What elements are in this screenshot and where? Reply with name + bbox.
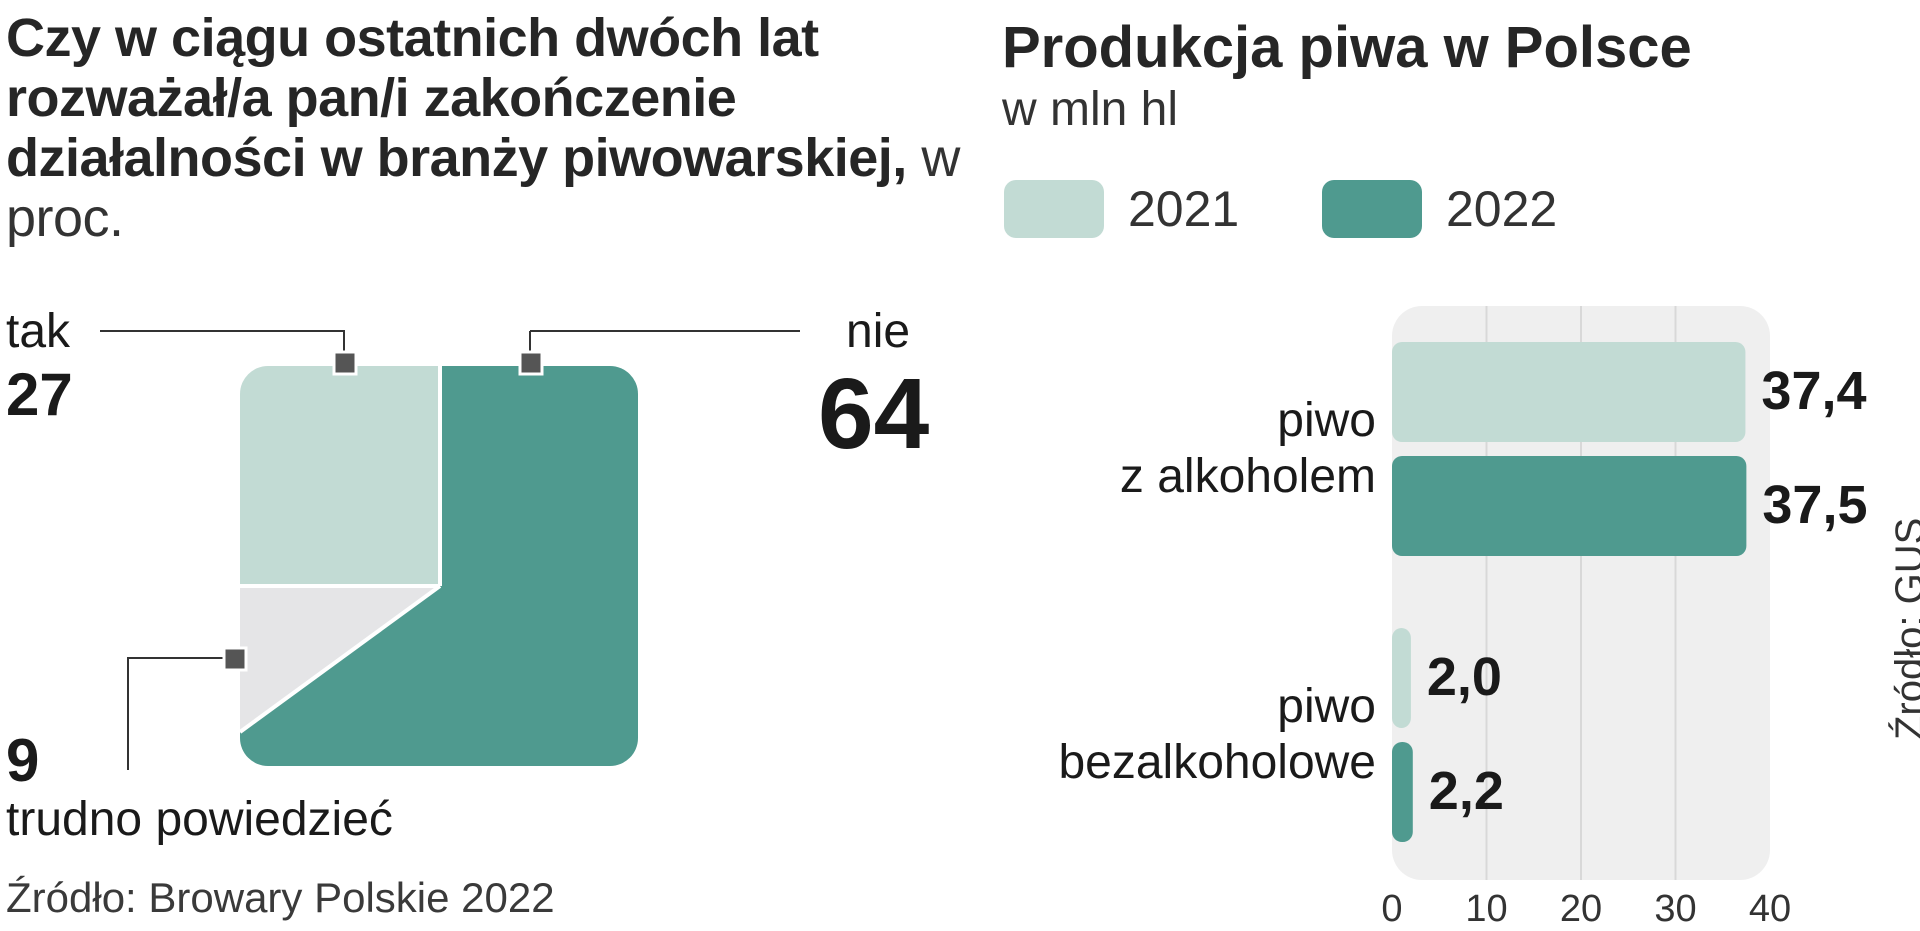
left-chart-unit: w proc.: [6, 128, 960, 248]
slice-value-tak: 27: [6, 361, 73, 428]
bar: [1392, 628, 1411, 728]
bar: [1392, 456, 1747, 556]
pie-chart: [100, 330, 800, 770]
right-chart-title: Produkcja piwa w Polsce: [1002, 15, 1692, 80]
left-chart-title-text: Czy w ciągu ostatnich dwóch lat rozważał…: [6, 8, 907, 188]
slice-nie: [240, 366, 638, 766]
leader-line-tak: [100, 330, 345, 358]
bar-value-label: 37,5: [1762, 475, 1868, 535]
bar-value-label: 37,4: [1761, 361, 1867, 421]
slice-label-tak: tak: [6, 305, 71, 358]
right-chart-source: Źródło: GUS: [1888, 517, 1920, 740]
x-tick-label: 10: [1465, 888, 1508, 930]
leader-line-trudno: [127, 657, 224, 770]
category-label-line: piwo: [1277, 680, 1376, 733]
marker-tak: [332, 350, 358, 376]
legend-swatch-2022: [1322, 180, 1422, 238]
x-tick-label: 20: [1559, 888, 1603, 930]
marker-trudno: [222, 646, 248, 672]
slice-value-trudno: 9: [6, 727, 40, 794]
left-chart-source: Źródło: Browary Polskie 2022: [6, 874, 555, 921]
x-tick-label: 30: [1654, 888, 1697, 930]
right-chart-unit: w mln hl: [1002, 83, 1179, 136]
legend-swatch-2021: [1004, 180, 1104, 238]
bar: [1392, 742, 1413, 842]
category-label: piwo z alkoholem: [960, 393, 1376, 505]
bar: [1392, 342, 1746, 442]
legend-label-2022: 2022: [1446, 181, 1558, 237]
slice-value-nie: 64: [818, 358, 930, 470]
category-label-line: piwo: [1277, 394, 1376, 447]
left-chart-title: Czy w ciągu ostatnich dwóch lat rozważał…: [6, 8, 986, 248]
marker-nie: [518, 350, 544, 376]
x-tick-label: 0: [1381, 888, 1403, 930]
category-label-line: z alkoholem: [1119, 450, 1376, 503]
slice-label-trudno: trudno powiedzieć: [6, 793, 393, 846]
legend-label-2021: 2021: [1128, 181, 1240, 237]
category-label: piwo bezalkoholowe: [960, 679, 1376, 791]
slice-label-nie: nie: [846, 305, 911, 358]
bar-value-label: 2,0: [1426, 647, 1502, 707]
x-tick-label: 40: [1748, 888, 1792, 930]
slice-tak: [240, 366, 440, 586]
bar-value-label: 2,2: [1428, 761, 1504, 821]
separator-line: [238, 584, 442, 734]
category-label-line: bezalkoholowe: [1058, 736, 1376, 789]
